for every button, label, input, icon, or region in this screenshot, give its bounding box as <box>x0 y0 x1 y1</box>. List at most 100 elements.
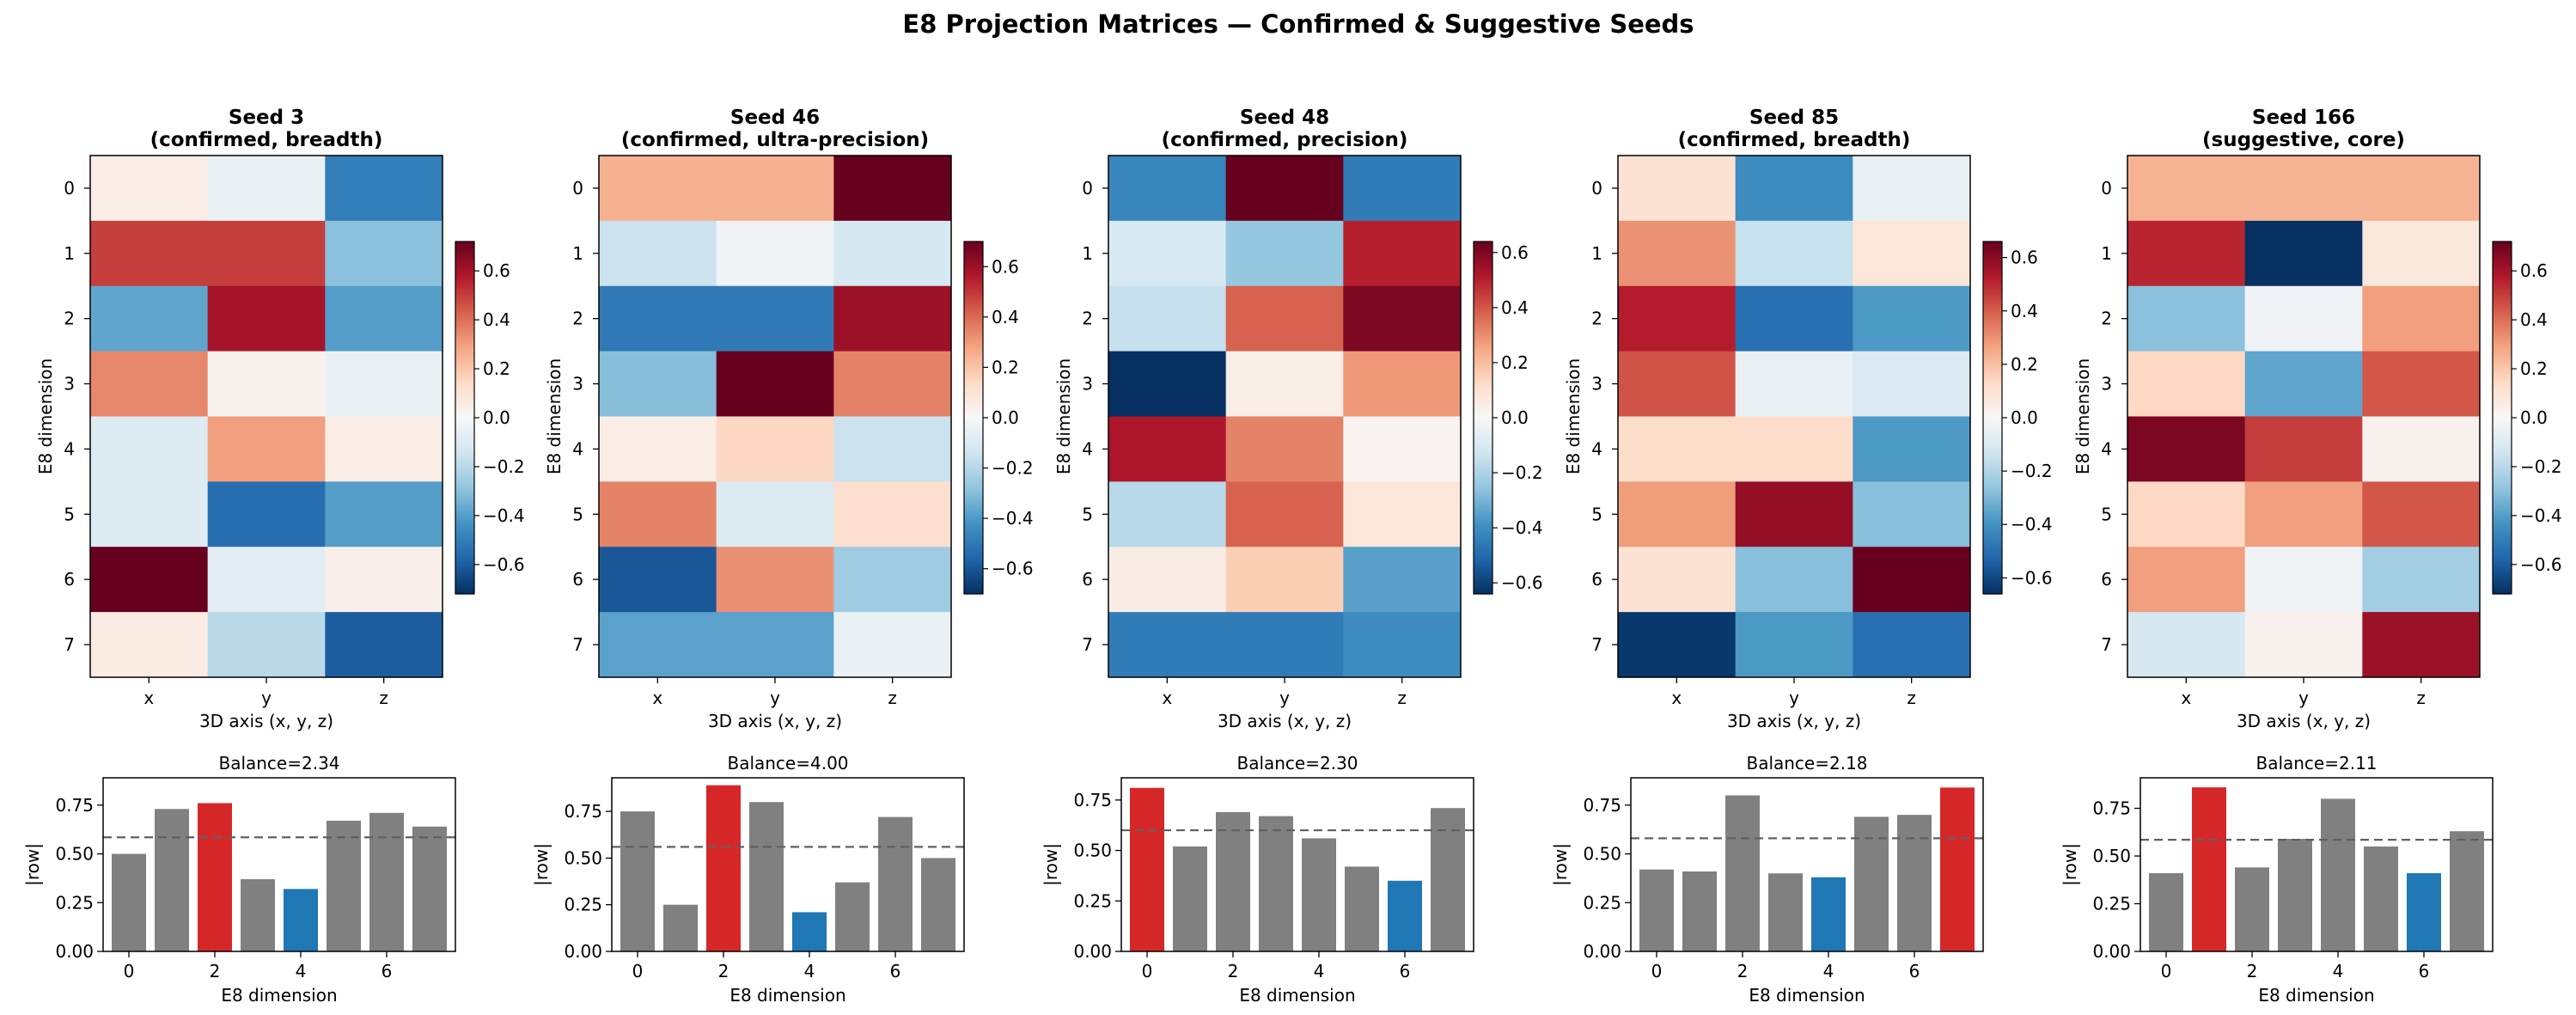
colorbar-segment <box>1983 503 2002 507</box>
x-tick-label: 6 <box>2419 961 2430 981</box>
colorbar-segment <box>1983 358 2002 363</box>
colorbar-segment <box>1983 321 2002 325</box>
colorbar-segment <box>964 538 983 542</box>
colorbar-segment <box>964 344 983 348</box>
heatmap-cell <box>716 612 834 678</box>
colorbar-segment <box>1474 253 1492 257</box>
heatmap-cell <box>833 351 952 417</box>
colorbar-segment <box>2493 323 2512 327</box>
colorbar-segment <box>1983 279 2002 284</box>
colorbar-segment <box>1474 458 1492 462</box>
heatmap-panel-5: Seed 166(suggestive, core) 0 1 2 3 4 5 6 7 x y z 3D … <box>2072 107 2562 731</box>
heatmap-cell <box>1343 416 1462 482</box>
colorbar-segment <box>455 573 474 578</box>
colorbar-segment <box>1983 261 2002 266</box>
colorbar-segment <box>455 329 474 333</box>
heatmap-cell <box>599 156 717 222</box>
colorbar-segment <box>2493 567 2512 572</box>
colorbar-segment <box>1983 332 2002 336</box>
colorbar-segment <box>455 350 474 354</box>
colorbar-segment <box>964 447 983 451</box>
colorbar-segment <box>1983 423 2002 427</box>
heatmap-cell <box>1853 481 1971 547</box>
colorbar-segment <box>1983 418 2002 422</box>
heatmap-cell <box>90 351 209 417</box>
heatmap-cell <box>2127 351 2246 417</box>
colorbar-segment <box>964 379 983 383</box>
colorbar-segment <box>2493 412 2512 416</box>
colorbar-segment <box>2493 247 2512 251</box>
colorbar-segment <box>1983 437 2002 442</box>
colorbar-segment <box>964 553 983 557</box>
colorbar-segment <box>1474 341 1492 345</box>
colorbar-segment <box>455 358 474 363</box>
colorbar-segment <box>964 347 983 352</box>
colorbar-segment <box>1474 464 1492 468</box>
colorbar-segment <box>2493 288 2512 292</box>
colorbar-segment <box>1983 271 2002 275</box>
bar-panel-2: Balance=4.00 0.00 0.25 0.50 0.75 0 2 4 6 E8 dimen… <box>531 753 965 1006</box>
colorbar-segment <box>455 288 474 292</box>
colorbar-segment <box>455 364 474 369</box>
colorbar-tick-label: 0.6 <box>1501 242 1529 263</box>
colorbar-segment <box>964 356 983 360</box>
colorbar-segment <box>964 541 983 545</box>
colorbar-segment <box>2493 267 2512 272</box>
bar <box>284 889 318 951</box>
colorbar-segment <box>1983 520 2002 524</box>
colorbar-segment <box>2493 397 2512 401</box>
bar <box>1302 838 1336 951</box>
y-tick-label: 3 <box>1082 374 1093 394</box>
y-tick-label: 0.00 <box>564 941 602 962</box>
colorbar-segment <box>1474 294 1492 298</box>
colorbar-segment <box>455 338 474 342</box>
colorbar-segment <box>2493 312 2512 316</box>
colorbar-segment <box>964 564 983 568</box>
colorbar-segment <box>455 279 474 284</box>
colorbar-segment <box>1983 282 2002 286</box>
colorbar-segment <box>455 570 474 574</box>
colorbar-segment <box>964 464 983 468</box>
colorbar-segment <box>2493 364 2512 369</box>
colorbar-segment <box>1474 247 1492 251</box>
heatmap-cell <box>325 612 443 678</box>
colorbar-segment <box>964 491 983 495</box>
colorbar-segment <box>1983 543 2002 547</box>
heatmap-cell <box>1108 351 1227 417</box>
colorbar-segment <box>455 391 474 395</box>
colorbar-segment <box>2493 503 2512 507</box>
colorbar-segment <box>455 273 474 278</box>
colorbar-segment <box>1983 576 2002 580</box>
heatmap-cell <box>207 612 326 678</box>
colorbar-tick-label: 0.2 <box>2520 358 2548 379</box>
heatmap-title-line1: Seed 46 <box>730 107 820 129</box>
colorbar-segment <box>455 408 474 413</box>
colorbar-segment <box>964 578 983 583</box>
colorbar-tick-label: −0.6 <box>1501 572 1543 593</box>
y-tick-label: 6 <box>1591 569 1602 590</box>
colorbar-segment <box>455 344 474 348</box>
colorbar-segment <box>1474 391 1492 395</box>
heatmap-panel-1: Seed 3(confirmed, breadth) 0 1 2 3 4 5 6 7 x y z 3D … <box>35 107 525 731</box>
colorbar-segment <box>1474 441 1492 445</box>
colorbar-segment <box>455 485 474 489</box>
colorbar-segment <box>1474 261 1492 266</box>
colorbar-segment <box>1983 247 2002 251</box>
colorbar-segment <box>964 391 983 395</box>
y-tick-label: 2 <box>2101 309 2112 329</box>
colorbar-segment <box>455 370 474 375</box>
colorbar-segment <box>1474 499 1492 504</box>
y-tick-label: 0 <box>1591 178 1602 199</box>
heatmap-cell <box>2127 220 2246 287</box>
x-tick-label: x <box>1671 688 1682 708</box>
y-tick-label: 6 <box>1082 569 1093 590</box>
bar <box>2192 787 2226 951</box>
colorbar-segment <box>1983 362 2002 366</box>
colorbar-segment <box>1983 429 2002 433</box>
colorbar-segment <box>964 429 983 433</box>
colorbar-segment <box>455 420 474 425</box>
heatmap-panel-2: Seed 46(confirmed, ultra-precision) 0 1 2 3 4… <box>544 107 1034 731</box>
bar <box>1130 787 1164 951</box>
heatmap-cell <box>2127 156 2246 222</box>
colorbar-segment <box>964 443 983 448</box>
